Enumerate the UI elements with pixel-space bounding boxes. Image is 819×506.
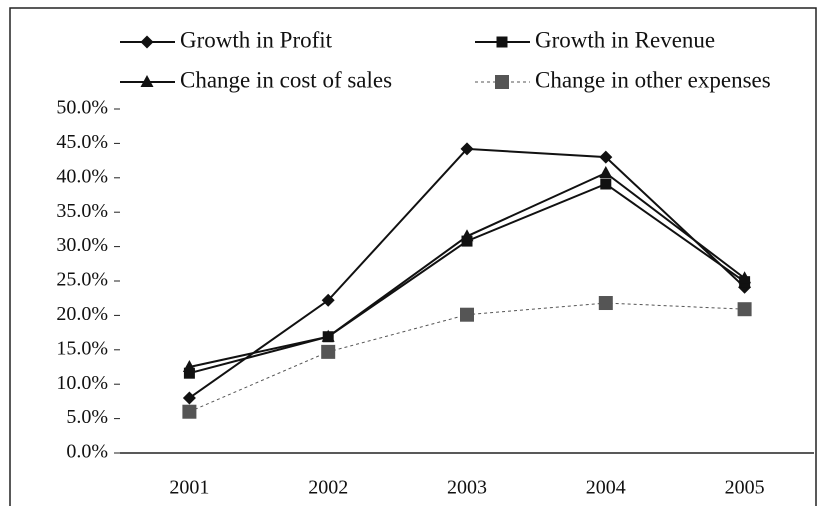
y-tick-label: 25.0% [56,269,108,291]
point [182,391,196,405]
legend-label: Change in other expenses [535,67,771,92]
point [460,229,474,242]
point [321,293,335,307]
y-tick-label: 20.0% [56,303,108,325]
point [321,344,336,359]
x-tick-label: 2001 [169,477,209,499]
point [182,360,196,372]
point [460,142,474,156]
y-tick-label: 0.0% [66,441,108,463]
y-tick-label: 40.0% [56,165,108,187]
y-tick-label: 35.0% [56,200,108,222]
x-tick-label: 2004 [586,477,626,499]
point [737,302,752,317]
y-tick-label: 5.0% [66,406,108,428]
legend-swatch-marker [496,36,508,48]
x-tick-label: 2003 [447,477,487,499]
chart-frame [9,7,817,506]
series-line [189,182,746,375]
legend-swatch-marker [140,75,154,87]
y-tick-label: 45.0% [56,131,108,153]
x-tick-label: 2005 [725,477,765,499]
series-line [189,171,746,368]
point [600,178,612,190]
point [183,367,195,379]
legend-swatch-marker [140,35,154,49]
y-tick-label: 50.0% [56,97,108,119]
point [182,404,197,419]
y-tick-label: 15.0% [56,337,108,359]
series-line [188,147,746,399]
point [460,307,474,322]
legend-label: Growth in Profit [180,27,333,52]
point [321,329,335,342]
point [598,296,613,311]
legend-label: Growth in Revenue [535,27,715,52]
legend-label: Change in cost of sales [180,67,392,92]
y-tick-label: 30.0% [56,234,108,256]
point [599,150,613,164]
point [738,271,752,284]
point [599,165,613,178]
legend-swatch-marker [495,75,509,89]
x-tick-label: 2002 [308,477,348,499]
y-tick-label: 10.0% [56,372,108,394]
